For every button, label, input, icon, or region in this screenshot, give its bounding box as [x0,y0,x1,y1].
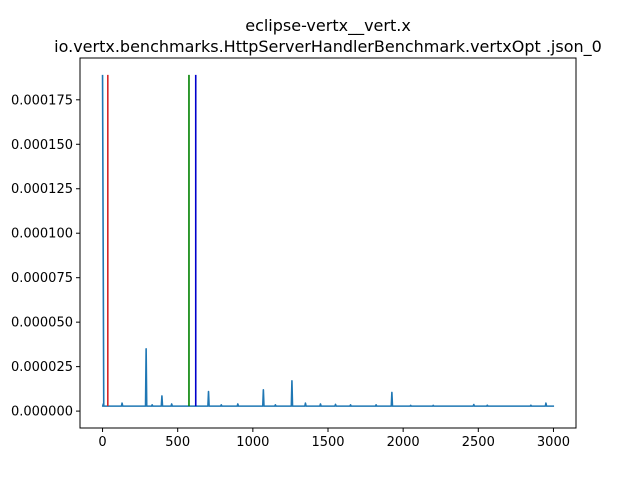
y-tick-label: 0.000100 [11,227,73,242]
x-tick-label: 2500 [462,435,495,450]
axes-frame [79,57,577,429]
y-tick-label: 0.000125 [11,182,73,197]
x-tick-label: 1500 [311,435,344,450]
y-tick-label: 0.000150 [11,138,73,153]
x-tick-label: 500 [165,435,190,450]
x-tick-label: 3000 [537,435,570,450]
series-line [101,74,555,407]
y-tick-label: 0.000075 [11,271,73,286]
x-tick-label: 2000 [387,435,420,450]
x-tick-label: 0 [98,435,106,450]
y-tick-label: 0.000000 [11,405,73,420]
x-tick-label: 1000 [236,435,269,450]
chart-title: eclipse-vertx__vert.x [245,16,411,36]
chart-subtitle: io.vertx.benchmarks.HttpServerHandlerBen… [54,37,602,57]
x-axis: 0 500 1000 1500 2000 2500 3000 [98,428,570,450]
plot-area [101,74,555,407]
y-tick-label: 0.000025 [11,360,73,375]
y-tick-label: 0.000175 [11,93,73,108]
y-axis: 0.000000 0.000025 0.000050 0.000075 0.000100… [11,93,80,420]
y-tick-label: 0.000050 [11,316,73,331]
